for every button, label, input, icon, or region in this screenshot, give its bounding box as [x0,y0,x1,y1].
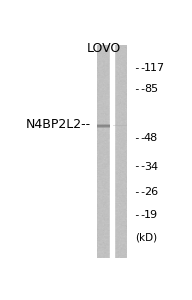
Text: (kD): (kD) [135,232,157,242]
Text: 117: 117 [144,63,165,73]
Text: --: -- [133,63,147,73]
Bar [113,124,127,126]
Text: 26: 26 [144,187,158,197]
Bar [97,125,110,128]
Text: 19: 19 [144,210,158,220]
Text: 85: 85 [144,84,158,94]
Text: --: -- [133,133,147,142]
Bar [97,45,110,258]
Text: N4BP2L2--: N4BP2L2-- [26,118,91,131]
Bar [97,124,110,126]
Text: --: -- [133,84,147,94]
Text: --: -- [133,187,147,197]
Bar [97,124,110,127]
Text: LOVO: LOVO [86,42,121,55]
Bar [113,45,127,258]
Text: 34: 34 [144,161,158,172]
Text: 48: 48 [144,133,158,142]
Text: --: -- [133,161,147,172]
Text: --: -- [133,210,147,220]
